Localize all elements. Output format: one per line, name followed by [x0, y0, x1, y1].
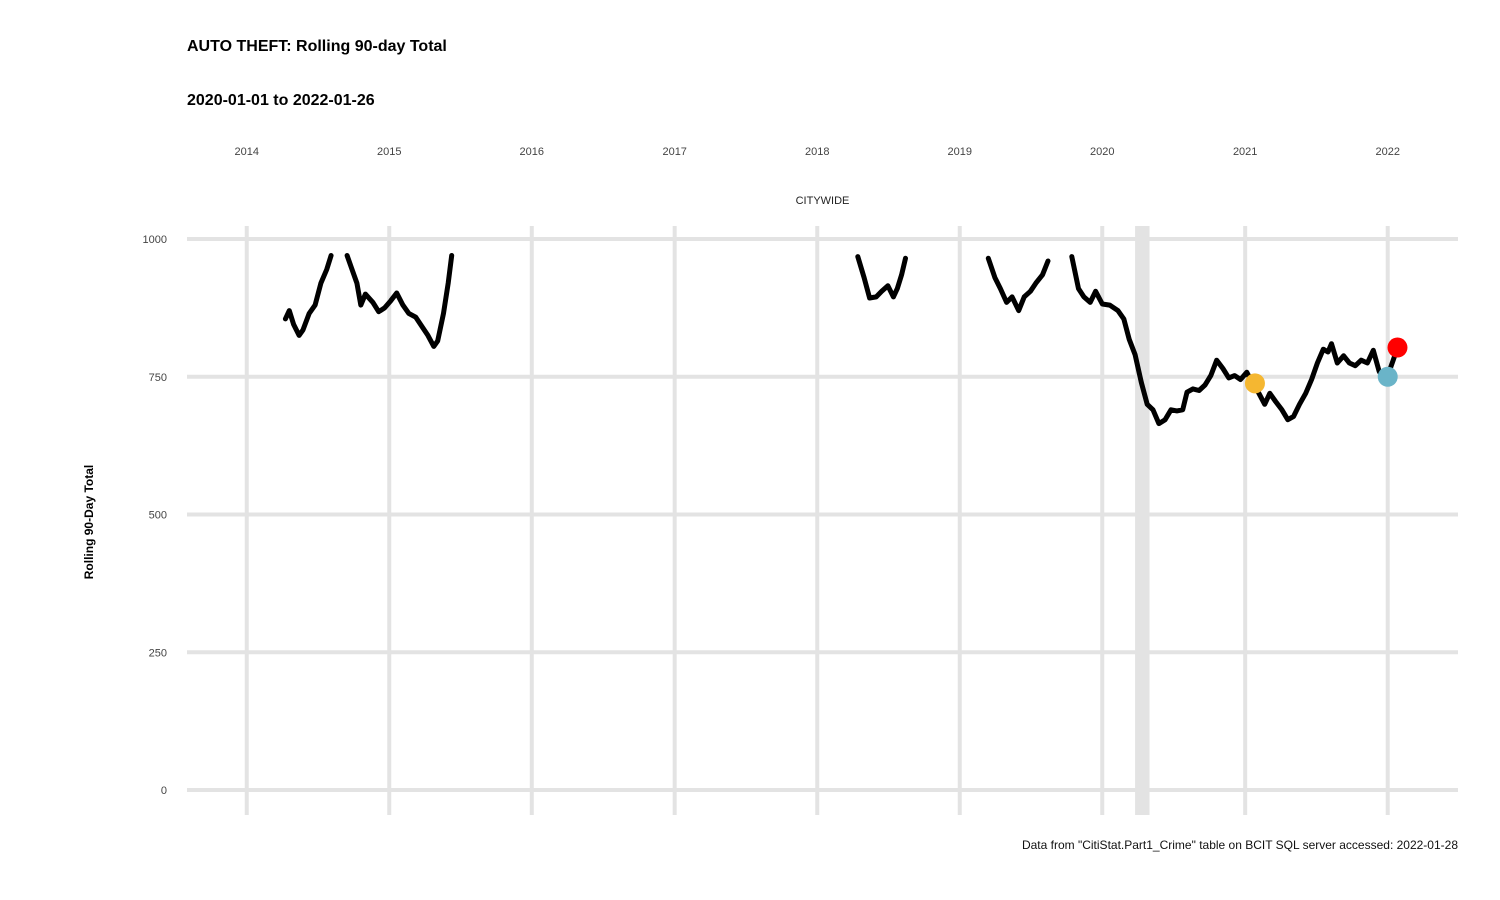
chart-title: AUTO THEFT: Rolling 90-day Total: [187, 38, 447, 55]
shaded-band: [1135, 226, 1150, 815]
series-line-segment: [1069, 254, 1400, 427]
x-tick-label: 2021: [1233, 146, 1257, 158]
highlight-point: [1244, 373, 1265, 394]
x-tick-label: 2018: [805, 146, 829, 158]
x-tick-label: 2022: [1375, 146, 1399, 158]
series-line-segment: [282, 253, 334, 338]
y-tick-label: 500: [149, 510, 167, 522]
highlight-point: [1377, 366, 1398, 387]
series-line-segment: [985, 255, 1051, 314]
series-line-segment: [855, 254, 908, 301]
series-line-segment: [344, 253, 455, 349]
highlight-point-layer: [1244, 337, 1408, 394]
x-tick-label: 2016: [520, 146, 544, 158]
y-tick-label: 1000: [143, 234, 167, 246]
facet-label: CITYWIDE: [795, 195, 850, 207]
x-tick-label: 2014: [235, 146, 259, 158]
series-line-layer: [282, 253, 1400, 427]
y-tick-label: 0: [161, 785, 167, 797]
grid-layer: [187, 226, 1458, 815]
tick-label-layer: 0 250 500 750 1000 2014 2015 2016 2017 2018 2019 20…: [143, 146, 1400, 797]
y-tick-label: 250: [149, 647, 167, 659]
y-tick-label: 750: [149, 372, 167, 384]
x-tick-label: 2020: [1090, 146, 1114, 158]
highlight-point: [1387, 337, 1408, 358]
x-tick-label: 2017: [662, 146, 686, 158]
chart-subtitle: 2020-01-01 to 2022-01-26: [187, 92, 375, 109]
chart-caption: Data from "CitiStat.Part1_Crime" table o…: [1021, 838, 1458, 852]
shaded-band-layer: [1135, 226, 1150, 815]
x-tick-label: 2019: [948, 146, 972, 158]
x-tick-label: 2015: [377, 146, 401, 158]
